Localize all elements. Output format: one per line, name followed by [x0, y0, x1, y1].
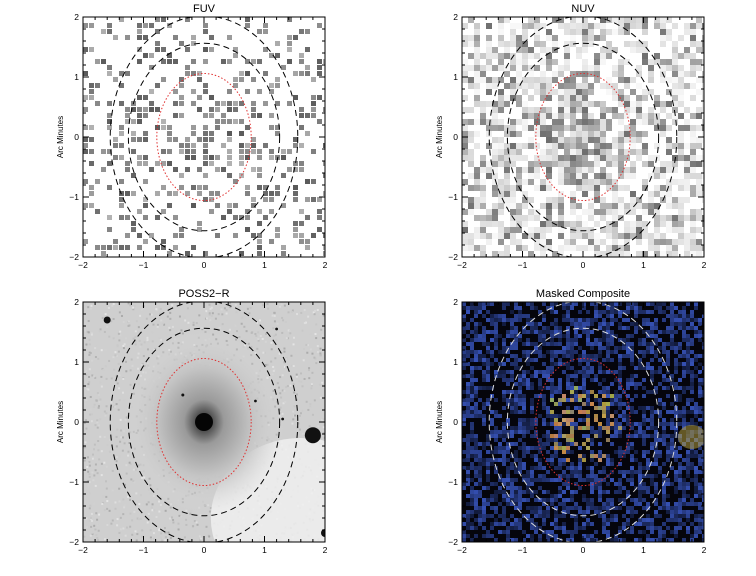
fuv-ytick-label: 0	[74, 132, 79, 142]
poss2r-xtick-label: 1	[262, 545, 267, 555]
composite-inner-aperture	[535, 357, 631, 487]
fuv-image	[83, 17, 325, 257]
fuv-xtick-label: 1	[262, 260, 267, 270]
nuv-ytick-label: 0	[453, 132, 458, 142]
fuv-xtick-label: 2	[323, 260, 328, 270]
fuv-ytick-label: 2	[74, 12, 79, 22]
nuv-xtick-label: 2	[702, 260, 707, 270]
poss2r-ytick-label: −1	[69, 477, 79, 487]
composite-outer-aperture	[488, 302, 678, 542]
poss2r-ytick-label: −2	[69, 537, 79, 547]
fuv-outer-aperture	[109, 17, 299, 257]
fuv-ylabel: Arc Minutes	[56, 116, 65, 158]
poss2r-ylabel: Arc Minutes	[56, 401, 65, 443]
poss2r-ytick-label: 1	[74, 357, 79, 367]
fuv-ytick-label: 1	[74, 72, 79, 82]
nuv-ytick-label: −2	[448, 252, 458, 262]
poss2r-image	[83, 302, 325, 542]
panel-poss2r: −2 −1 0 1 2 2 1 0 −1 −2 POSS2−R Arc Minutes	[56, 288, 328, 555]
nuv-ytick-label: −1	[448, 192, 458, 202]
panel-nuv: −2 −1 0 1 2 2 1 0 −1 −2 NUV Arc Minutes	[435, 3, 707, 270]
fuv-ytick-label: −2	[69, 252, 79, 262]
nuv-outer-aperture	[488, 17, 678, 257]
composite-ytick-label: 2	[453, 297, 458, 307]
nuv-ticks	[461, 16, 705, 258]
fuv-inner-aperture	[156, 72, 252, 202]
nuv-ytick-label: 1	[453, 72, 458, 82]
fuv-ytick-label: −1	[69, 192, 79, 202]
nuv-xtick-label: −1	[518, 260, 528, 270]
panel-composite: −2 −1 0 1 2 2 1 0 −1 −2 Masked Composite Arc Minute…	[435, 288, 707, 555]
nuv-ytick-label: 2	[453, 12, 458, 22]
poss2r-middle-aperture	[127, 327, 281, 517]
composite-ticks	[461, 301, 705, 543]
poss2r-xtick-label: 0	[202, 545, 207, 555]
nuv-image	[462, 17, 704, 257]
composite-ytick-label: 1	[453, 357, 458, 367]
composite-xtick-label: 2	[702, 545, 707, 555]
poss2r-ytick-label: 0	[74, 417, 79, 427]
nuv-xtick-label: −2	[457, 260, 467, 270]
poss2r-xtick-label: −2	[78, 545, 88, 555]
composite-xtick-label: −2	[457, 545, 467, 555]
nuv-xtick-label: 1	[641, 260, 646, 270]
fuv-xtick-label: −1	[139, 260, 149, 270]
composite-title: Masked Composite	[536, 288, 630, 300]
composite-xtick-label: −1	[518, 545, 528, 555]
nuv-inner-aperture	[535, 72, 631, 202]
nuv-title: NUV	[571, 3, 595, 15]
composite-ytick-label: −1	[448, 477, 458, 487]
fuv-xtick-label: 0	[202, 260, 207, 270]
composite-xtick-label: 0	[581, 545, 586, 555]
fuv-xtick-label: −2	[78, 260, 88, 270]
composite-ytick-label: −2	[448, 537, 458, 547]
composite-middle-aperture	[506, 327, 660, 517]
poss2r-inner-aperture	[156, 357, 252, 487]
nuv-ylabel: Arc Minutes	[435, 116, 444, 158]
poss2r-ticks	[82, 301, 326, 543]
nuv-xtick-label: 0	[581, 260, 586, 270]
fuv-title: FUV	[193, 3, 216, 15]
fuv-ticks	[82, 16, 326, 258]
poss2r-xtick-label: 2	[323, 545, 328, 555]
poss2r-ytick-label: 2	[74, 297, 79, 307]
poss2r-title: POSS2−R	[178, 288, 229, 300]
panel-fuv: −2 −1 0 1 2 2 1 0 −1 −2 FUV Arc Minutes	[56, 3, 328, 270]
fuv-middle-aperture	[127, 42, 281, 232]
composite-xtick-label: 1	[641, 545, 646, 555]
composite-ylabel: Arc Minutes	[435, 401, 444, 443]
poss2r-xtick-label: −1	[139, 545, 149, 555]
composite-image	[462, 302, 704, 542]
nuv-middle-aperture	[506, 42, 660, 232]
composite-ytick-label: 0	[453, 417, 458, 427]
poss2r-outer-aperture	[109, 302, 299, 542]
